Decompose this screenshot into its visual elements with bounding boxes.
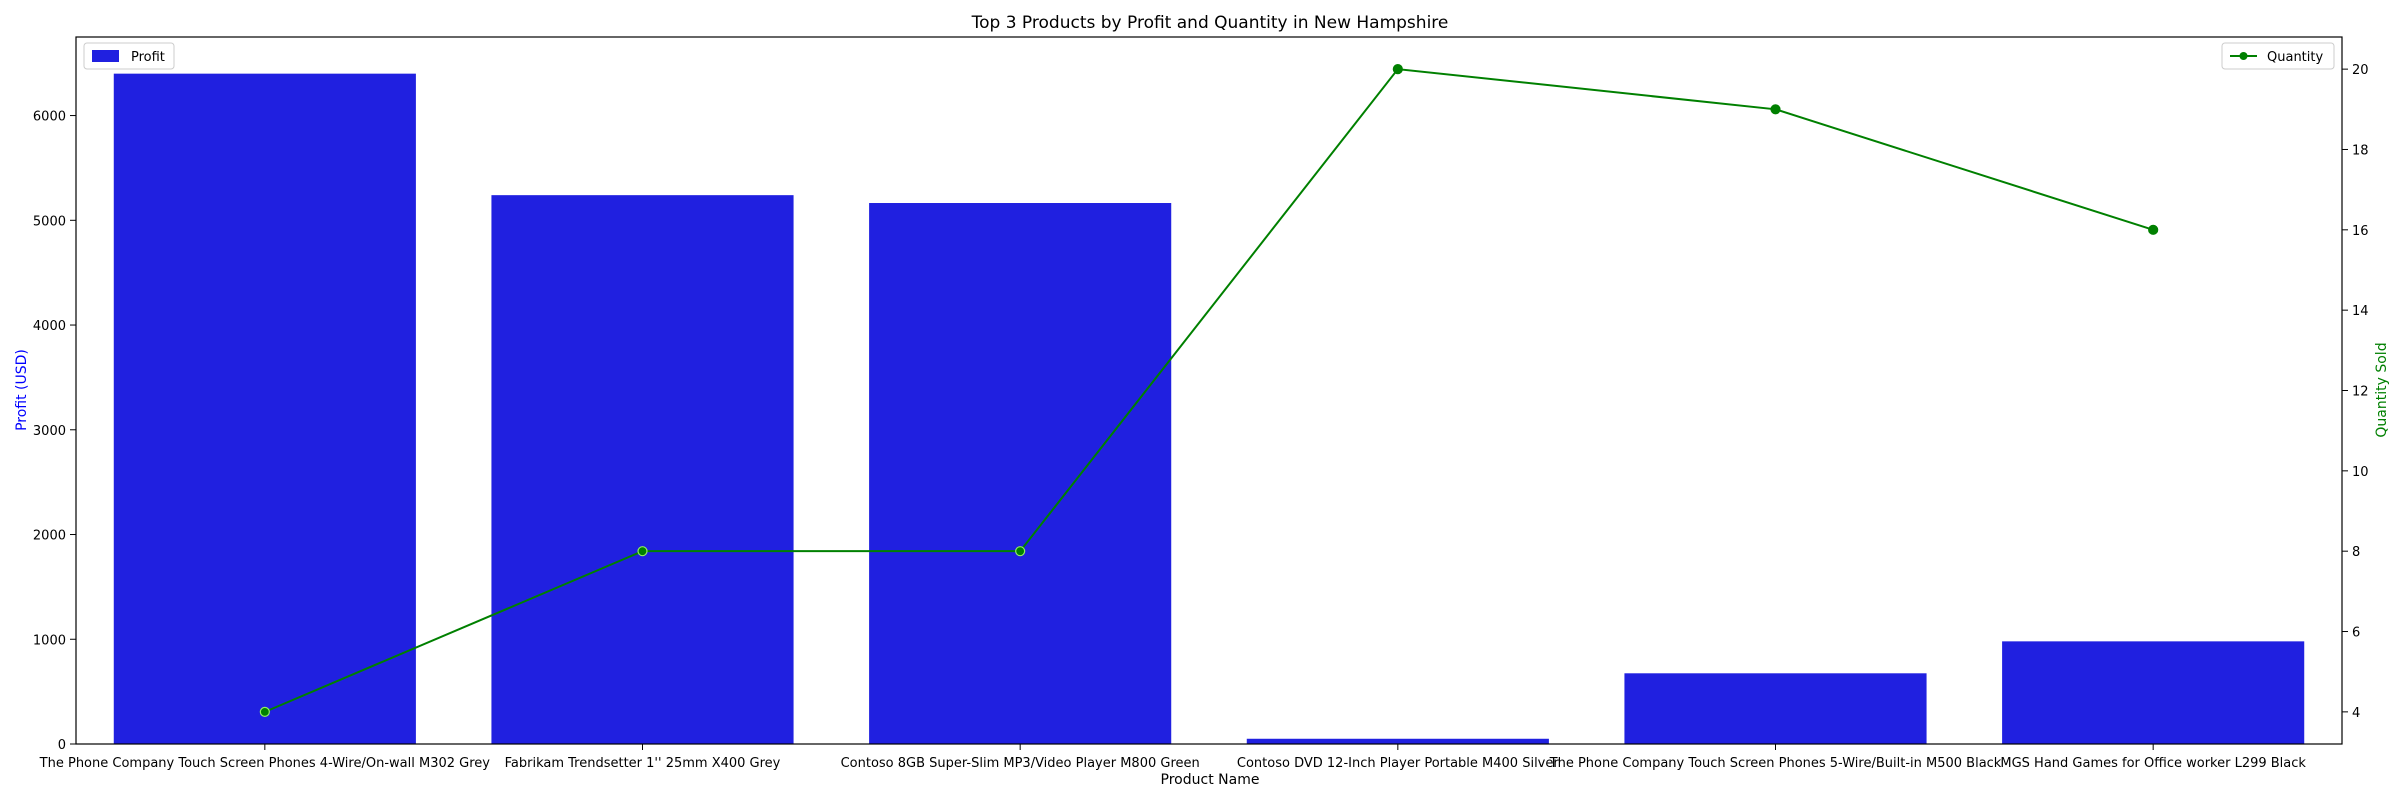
legend-quantity: Quantity bbox=[2221, 42, 2335, 70]
bar-profit-4 bbox=[1246, 738, 1549, 744]
legend-profit-swatch bbox=[92, 50, 119, 62]
y-axis-label: Profit (USD) bbox=[14, 349, 30, 431]
y2-axis-label: Quantity Sold bbox=[2374, 342, 2390, 437]
bar-profit-1 bbox=[113, 73, 416, 745]
bar-profit-3 bbox=[869, 203, 1172, 745]
quantity-line bbox=[264, 68, 2154, 713]
left-tick-label: 0 bbox=[58, 738, 66, 753]
right-axis-ticks: 4 6 8 10 12 14 16 18 20 bbox=[2342, 63, 2369, 721]
quantity-point-2 bbox=[637, 546, 648, 557]
bar-series-profit bbox=[113, 73, 2305, 745]
chart-title: Top 3 Products by Profit and Quantity in… bbox=[971, 13, 1449, 33]
legend-profit-frame bbox=[83, 42, 175, 70]
quantity-point-5 bbox=[1770, 104, 1781, 115]
right-tick-label: 6 bbox=[2352, 626, 2360, 641]
line-series-quantity bbox=[259, 64, 2159, 717]
legend-quantity-frame bbox=[2221, 42, 2335, 70]
x-tick-label: Contoso DVD 12-Inch Player Portable M400… bbox=[1237, 756, 1559, 771]
right-tick-label: 20 bbox=[2352, 63, 2369, 78]
x-tick-label: The Phone Company Touch Screen Phones 5-… bbox=[1549, 756, 2002, 771]
left-tick-label: 5000 bbox=[33, 214, 66, 229]
right-tick-label: 8 bbox=[2352, 545, 2360, 560]
quantity-point-6 bbox=[2148, 224, 2159, 235]
left-tick-label: 1000 bbox=[33, 633, 66, 648]
right-tick-label: 16 bbox=[2352, 224, 2369, 239]
x-tick-label: MGS Hand Games for Office worker L299 Bl… bbox=[2000, 756, 2306, 771]
right-tick-label: 18 bbox=[2352, 143, 2369, 158]
left-tick-label: 6000 bbox=[33, 110, 66, 125]
legend-profit: Profit bbox=[83, 42, 175, 70]
x-tick-label: Fabrikam Trendsetter 1'' 25mm X400 Grey bbox=[505, 756, 781, 771]
left-tick-label: 4000 bbox=[33, 319, 66, 334]
x-tick-label: The Phone Company Touch Screen Phones 4-… bbox=[39, 756, 491, 771]
left-tick-label: 2000 bbox=[33, 529, 66, 544]
right-tick-label: 4 bbox=[2352, 706, 2360, 721]
right-tick-label: 14 bbox=[2352, 304, 2369, 319]
legend-profit-label: Profit bbox=[131, 50, 165, 65]
x-tick-label: Contoso 8GB Super-Slim MP3/Video Player … bbox=[841, 756, 1200, 771]
x-axis-label: Product Name bbox=[1161, 772, 1260, 788]
right-tick-label: 10 bbox=[2352, 465, 2369, 480]
quantity-point-1 bbox=[259, 706, 270, 717]
quantity-point-4 bbox=[1392, 64, 1403, 75]
right-tick-label: 12 bbox=[2352, 385, 2369, 400]
left-axis-ticks: 0 1000 2000 3000 4000 5000 6000 bbox=[33, 110, 76, 753]
legend-quantity-marker bbox=[2239, 52, 2248, 60]
x-axis-ticks: The Phone Company Touch Screen Phones 4-… bbox=[39, 744, 2306, 771]
quantity-point-3 bbox=[1015, 546, 1026, 557]
left-tick-label: 3000 bbox=[33, 424, 66, 439]
bar-profit-2 bbox=[491, 195, 794, 745]
legend-quantity-label: Quantity bbox=[2267, 50, 2323, 65]
bar-profit-5 bbox=[1624, 673, 1927, 744]
bar-profit-6 bbox=[2002, 641, 2305, 744]
